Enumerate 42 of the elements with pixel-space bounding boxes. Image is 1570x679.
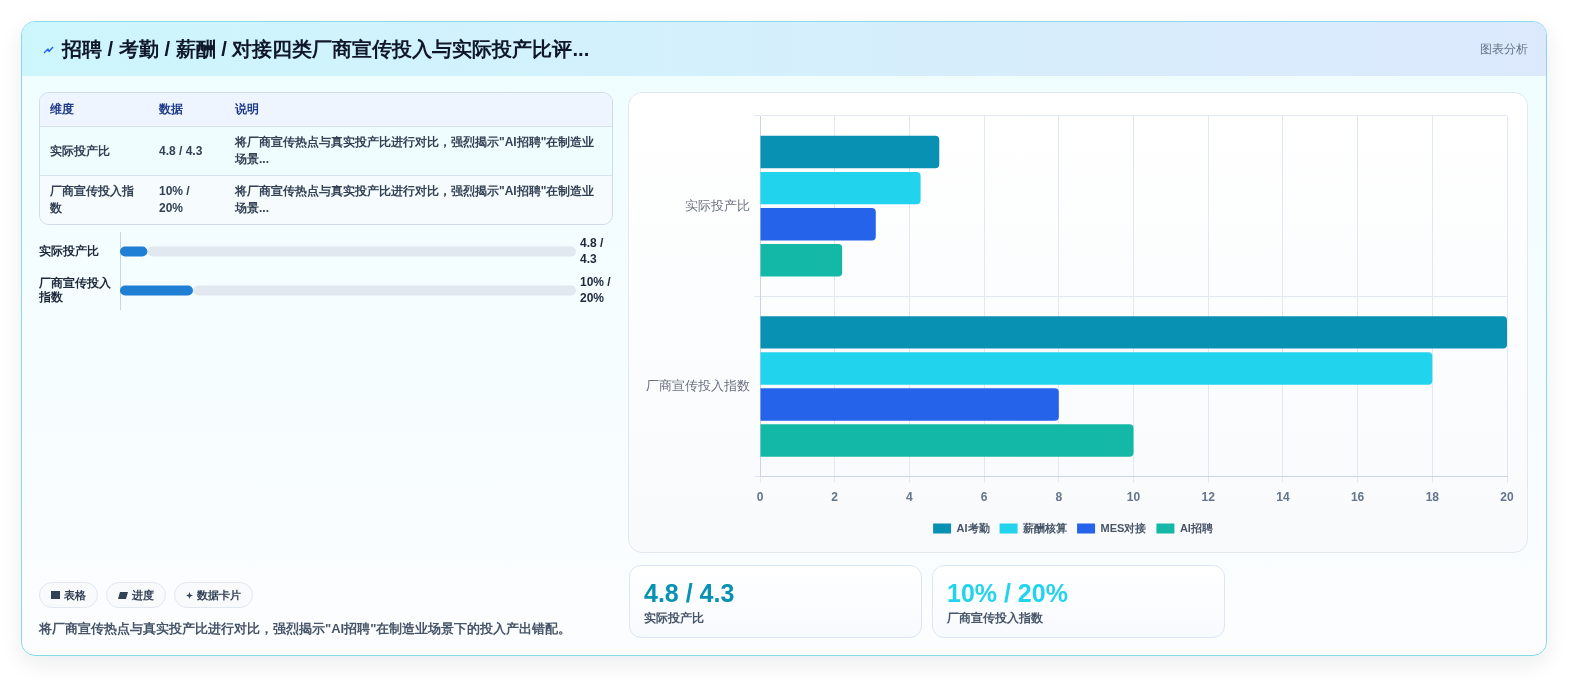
- bar: [760, 424, 1134, 457]
- text: 将厂商宣传热点与真实投产比进行对比，强烈揭示"AI招聘"在制造业场景...: [225, 176, 612, 224]
- category-label: 进度: [132, 587, 154, 603]
- x-tick-label: 2: [831, 490, 839, 505]
- bar: [760, 244, 843, 277]
- legend-label: 薪酬核算: [1022, 521, 1068, 534]
- text: 4.8 / 4.3: [580, 235, 605, 266]
- category-label: 数据: [149, 93, 225, 127]
- x-tick-label: 6: [980, 490, 988, 505]
- legend-label: AI考勤: [956, 521, 990, 534]
- text: 10% / 20%: [149, 176, 225, 224]
- text: 10% / 20%: [580, 274, 612, 305]
- legend-label: AI招聘: [1179, 521, 1213, 534]
- text: 图表分析: [1480, 41, 1528, 57]
- text: 将厂商宣传热点与真实投产比进行对比，强烈揭示"AI招聘"在制造业场景下的投入产出错配。: [39, 620, 573, 638]
- x-tick-label: 8: [1055, 490, 1063, 505]
- category-label: 维度: [40, 93, 149, 127]
- text: 4.8 / 4.3: [149, 127, 225, 176]
- x-tick-label: 12: [1201, 490, 1216, 505]
- x-tick-label: 18: [1425, 490, 1440, 505]
- bar: [760, 352, 1433, 385]
- text: 10% / 20%: [947, 579, 1068, 607]
- x-tick-label: 20: [1500, 490, 1514, 505]
- category-label: 数据卡片: [197, 587, 241, 603]
- bar: [760, 135, 940, 169]
- text: 将厂商宣传热点与真实投产比进行对比，强烈揭示"AI招聘"在制造业场景...: [225, 127, 612, 176]
- legend-label: MES对接: [1100, 521, 1147, 534]
- text: 4.8 / 4.3: [644, 579, 735, 607]
- text: 招聘 / 考勤 / 薪酬 / 对接四类厂商宣传投入与实际投产比评...: [62, 37, 590, 62]
- category-label: 表格: [64, 587, 86, 603]
- bar: [760, 207, 876, 241]
- bar: [760, 388, 1059, 421]
- category-label: 厂商宣传投入指数: [947, 610, 1043, 626]
- x-tick-label: 0: [756, 490, 764, 505]
- bar: [760, 316, 1507, 349]
- category-label: 实际投产比: [644, 610, 704, 626]
- bar: [760, 171, 921, 205]
- x-tick-label: 16: [1350, 490, 1365, 505]
- x-tick-label: 14: [1276, 490, 1290, 505]
- x-tick-label: 10: [1126, 490, 1141, 505]
- category-label: 说明: [225, 93, 612, 127]
- x-tick-label: 4: [906, 490, 914, 505]
